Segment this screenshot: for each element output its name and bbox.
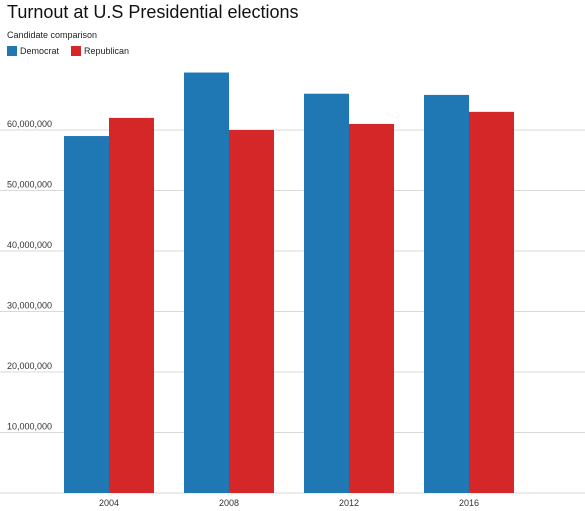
bar-republican-2012[interactable] [349,123,394,493]
chart-legend: Democrat Republican [7,46,141,56]
legend-swatch-democrat [7,46,17,56]
x-tick-label: 2004 [99,498,119,508]
x-tick-label: 2012 [339,498,359,508]
bar-democrat-2008[interactable] [184,72,229,494]
x-axis-ticks: 2004 2008 2012 2016 [99,498,479,508]
y-tick-label: 30,000,000 [7,301,52,311]
bar-democrat-2016[interactable] [424,94,469,493]
chart-subtitle: Candidate comparison [7,30,98,40]
legend-item-democrat[interactable]: Democrat [7,46,59,56]
bar-republican-2016[interactable] [469,111,514,493]
bar-republican-2004[interactable] [109,117,154,494]
chart-title: Turnout at U.S Presidential elections [7,2,299,22]
legend-item-republican[interactable]: Republican [71,46,129,56]
bar-democrat-2012[interactable] [304,93,349,493]
y-tick-label: 40,000,000 [7,240,52,250]
y-tick-label: 10,000,000 [7,422,52,432]
legend-label-democrat: Democrat [20,46,60,56]
legend-label-republican: Republican [84,46,130,56]
bars [64,72,514,494]
y-axis-ticks: 10,000,000 20,000,000 30,000,000 40,000,000… [7,119,52,432]
x-tick-label: 2008 [219,498,239,508]
x-tick-label: 2016 [459,498,479,508]
y-tick-label: 60,000,000 [7,119,52,129]
bar-republican-2008[interactable] [229,130,274,493]
y-tick-label: 50,000,000 [7,180,52,190]
legend-swatch-republican [71,46,82,56]
bar-democrat-2004[interactable] [64,136,109,494]
y-tick-label: 20,000,000 [7,361,52,371]
